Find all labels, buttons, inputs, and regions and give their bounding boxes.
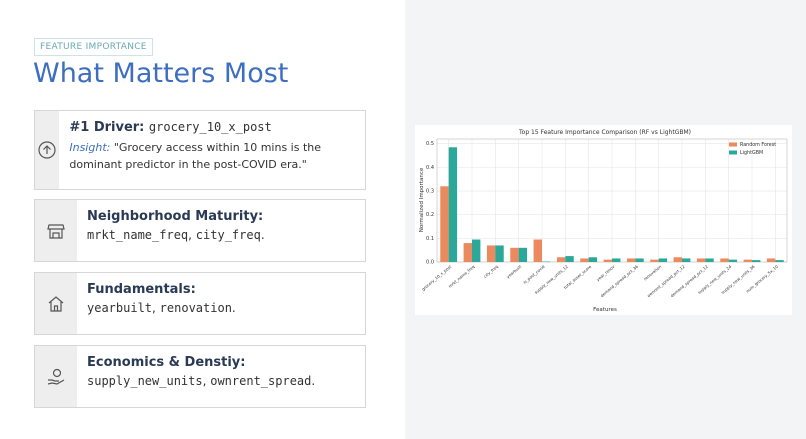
- insight: "Grocery access within 10 mins is the do…: [69, 141, 322, 171]
- bar: [556, 257, 566, 262]
- bar: [682, 258, 691, 262]
- legend-label: LightGBM: [740, 150, 763, 156]
- card-heading: Economics & Denstiy:: [87, 355, 246, 370]
- y-axis-label: Normalized Importance: [419, 167, 425, 232]
- bar: [650, 259, 659, 262]
- y-tick-label: 0.3: [426, 189, 434, 195]
- bar: [696, 258, 706, 262]
- card-heading: Fundamentals:: [87, 282, 196, 297]
- bar: [588, 257, 598, 262]
- card: #1 Driver: grocery_10_x_post Insight: "G…: [34, 110, 366, 190]
- title: What Matters Most: [33, 58, 289, 89]
- y-tick-label: 0.0: [426, 260, 434, 266]
- code: city_freq: [195, 228, 261, 242]
- x-tick-label: yearbuilt: [505, 264, 522, 280]
- text: ,: [202, 374, 211, 388]
- bar: [472, 239, 481, 262]
- code: ownrent_spread: [210, 374, 312, 388]
- code: grocery_10_x_post: [148, 120, 272, 134]
- insight-label: Insight:: [69, 141, 111, 154]
- chart-title: Top 15 Feature Importance Comparison (RF…: [518, 129, 691, 136]
- y-tick-label: 0.1: [426, 236, 434, 242]
- text: ,: [152, 301, 160, 315]
- icon: [35, 111, 60, 189]
- bar: [658, 258, 668, 262]
- bar: [448, 147, 458, 262]
- y-tick-label: 0.4: [426, 165, 434, 171]
- text: .: [231, 301, 236, 315]
- card: Economics & Denstiy: supply_new_units, o…: [34, 345, 366, 408]
- x-axis-label: Features: [593, 307, 617, 313]
- tag: FEATURE IMPORTANCE: [34, 38, 153, 56]
- bar: [495, 245, 504, 262]
- icon: [35, 346, 77, 407]
- text: ,: [188, 228, 196, 242]
- code: yearbuilt: [87, 301, 153, 315]
- bar: [510, 247, 519, 262]
- bar: [673, 257, 682, 262]
- bar: [728, 259, 738, 262]
- bar: [565, 256, 574, 262]
- y-tick-label: 0.5: [426, 141, 434, 147]
- bar: [486, 245, 496, 262]
- bar: [743, 259, 752, 262]
- y-tick-label: 0.2: [426, 212, 434, 218]
- bar: [463, 243, 472, 262]
- bar: [440, 186, 449, 262]
- text: .: [311, 374, 316, 388]
- code: mrkt_name_freq: [87, 228, 189, 242]
- bar: [775, 260, 784, 262]
- text: .: [260, 228, 265, 242]
- bar: [752, 260, 761, 262]
- chart: Top 15 Feature Importance Comparison (RF…: [415, 125, 792, 315]
- icon: [35, 200, 77, 261]
- icon: [35, 273, 77, 334]
- bar: [626, 258, 636, 262]
- bar: [635, 258, 644, 262]
- x-tick-label: year_renov: [595, 264, 616, 283]
- bar: [603, 259, 612, 262]
- bar: [580, 258, 589, 262]
- code: supply_new_units: [87, 374, 203, 388]
- legend-swatch: [729, 150, 737, 155]
- x-tick-label: renovation: [643, 264, 663, 282]
- code: renovation: [159, 301, 232, 315]
- bar: [766, 258, 776, 262]
- bar: [533, 239, 542, 262]
- card-heading: Neighborhood Maturity:: [87, 209, 264, 224]
- bar: [518, 247, 528, 262]
- bar: [612, 258, 621, 262]
- x-tick-label: is_post_covid: [522, 264, 546, 285]
- x-tick-label: grocery_10_x_post: [421, 264, 453, 292]
- card: Neighborhood Maturity: mrkt_name_freq, c…: [34, 199, 366, 262]
- bar: [720, 258, 729, 262]
- card: Fundamentals: yearbuilt, renovation.: [34, 272, 366, 335]
- bar: [705, 258, 714, 262]
- card-heading: #1 Driver:: [69, 120, 145, 135]
- x-tick-label: city_freq: [483, 264, 500, 279]
- legend-swatch: [729, 142, 737, 147]
- legend-label: Random Forest: [740, 142, 776, 148]
